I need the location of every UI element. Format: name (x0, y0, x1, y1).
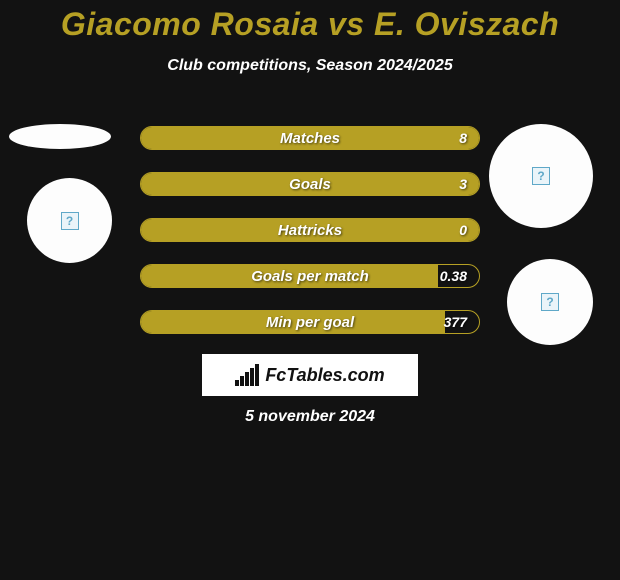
bar-label: Goals per match (141, 265, 479, 287)
placeholder-icon: ? (61, 212, 79, 230)
bar-value: 0.38 (440, 265, 467, 287)
decorative-ellipse (9, 124, 111, 149)
bar-hattricks: Hattricks 0 (140, 218, 480, 242)
branding-text: FcTables.com (265, 365, 384, 386)
bar-label: Matches (141, 127, 479, 149)
bar-label: Hattricks (141, 219, 479, 241)
bar-value: 3 (459, 173, 467, 195)
branding-chart-icon (235, 364, 261, 386)
bar-label: Goals (141, 173, 479, 195)
bar-matches: Matches 8 (140, 126, 480, 150)
bar-goals-per-match: Goals per match 0.38 (140, 264, 480, 288)
player-avatar-right-1: ? (489, 124, 593, 228)
player-avatar-right-2: ? (507, 259, 593, 345)
date-text: 5 november 2024 (0, 408, 620, 426)
bar-min-per-goal: Min per goal 377 (140, 310, 480, 334)
page-title: Giacomo Rosaia vs E. Oviszach (0, 0, 620, 43)
bar-label: Min per goal (141, 311, 479, 333)
comparison-bars: Matches 8 Goals 3 Hattricks 0 Goals per … (140, 126, 480, 356)
bar-value: 8 (459, 127, 467, 149)
bar-value: 0 (459, 219, 467, 241)
subtitle: Club competitions, Season 2024/2025 (0, 57, 620, 75)
branding-badge: FcTables.com (202, 354, 418, 396)
placeholder-icon: ? (541, 293, 559, 311)
bar-value: 377 (444, 311, 467, 333)
player-avatar-left: ? (27, 178, 112, 263)
bar-goals: Goals 3 (140, 172, 480, 196)
placeholder-icon: ? (532, 167, 550, 185)
